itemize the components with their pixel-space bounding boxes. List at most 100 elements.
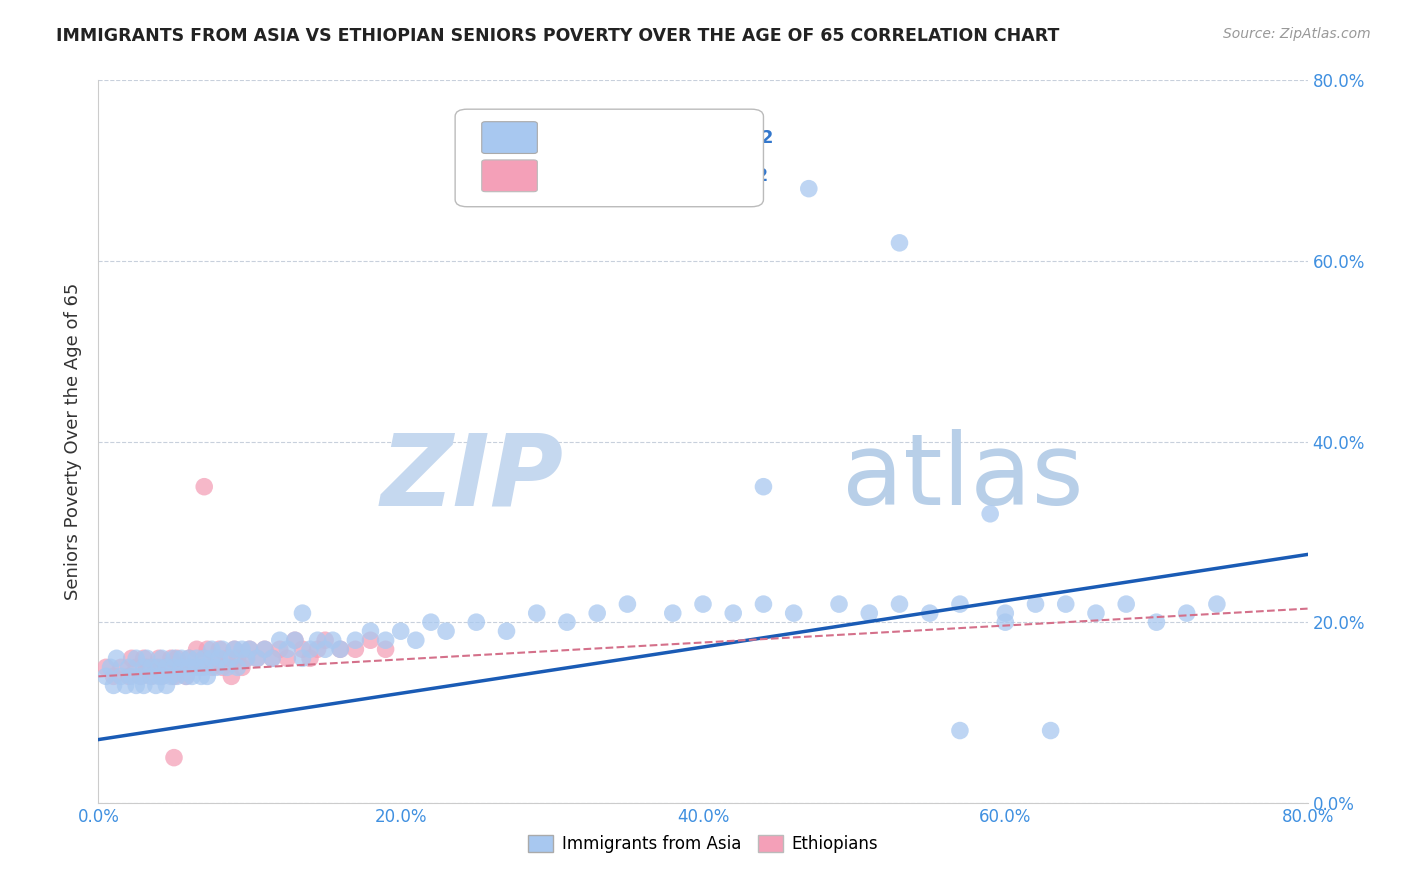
Point xyxy=(105,651,128,665)
Point xyxy=(979,507,1001,521)
Point xyxy=(889,235,911,250)
Point xyxy=(148,669,170,683)
FancyBboxPatch shape xyxy=(482,160,537,192)
Point xyxy=(190,660,212,674)
Point xyxy=(163,651,186,665)
Point xyxy=(141,669,163,683)
Point xyxy=(155,678,177,692)
Point xyxy=(1206,597,1229,611)
Point xyxy=(291,642,314,657)
Point xyxy=(495,624,517,639)
Point xyxy=(135,651,157,665)
Text: R =: R = xyxy=(550,167,589,185)
Point xyxy=(174,669,197,683)
Point xyxy=(181,669,204,683)
Point xyxy=(150,669,173,683)
Point xyxy=(434,624,457,639)
Point xyxy=(179,651,201,665)
Point xyxy=(125,660,148,674)
Point xyxy=(231,642,253,657)
Point xyxy=(163,660,186,674)
Point xyxy=(145,678,167,692)
Point xyxy=(783,606,806,620)
Point xyxy=(160,651,183,665)
Point xyxy=(586,606,609,620)
Point xyxy=(94,669,117,683)
Point xyxy=(201,651,224,665)
Point xyxy=(307,642,329,657)
Point xyxy=(374,642,396,657)
Point xyxy=(526,606,548,620)
Point xyxy=(118,669,141,683)
Point xyxy=(752,480,775,494)
Point xyxy=(125,678,148,692)
Point xyxy=(195,669,218,683)
Point xyxy=(949,597,972,611)
Point xyxy=(132,678,155,692)
Point xyxy=(344,642,367,657)
Point xyxy=(797,182,820,196)
Point xyxy=(201,660,224,674)
Point xyxy=(465,615,488,630)
Point xyxy=(145,660,167,674)
Point xyxy=(160,669,183,683)
Point xyxy=(221,669,243,683)
Text: IMMIGRANTS FROM ASIA VS ETHIOPIAN SENIORS POVERTY OVER THE AGE OF 65 CORRELATION: IMMIGRANTS FROM ASIA VS ETHIOPIAN SENIOR… xyxy=(56,27,1060,45)
Point xyxy=(181,660,204,674)
Point xyxy=(195,642,218,657)
Text: N =: N = xyxy=(682,167,723,185)
Point xyxy=(155,660,177,674)
Point xyxy=(374,633,396,648)
Point xyxy=(170,660,193,674)
Point xyxy=(174,669,197,683)
FancyBboxPatch shape xyxy=(482,121,537,153)
Point xyxy=(555,615,578,630)
Point xyxy=(949,723,972,738)
Point xyxy=(148,660,170,674)
Point xyxy=(215,651,238,665)
Point xyxy=(94,660,117,674)
Point xyxy=(166,669,188,683)
Point xyxy=(125,651,148,665)
Point xyxy=(150,669,173,683)
Point xyxy=(148,651,170,665)
Point xyxy=(193,651,215,665)
Y-axis label: Seniors Poverty Over the Age of 65: Seniors Poverty Over the Age of 65 xyxy=(65,283,83,600)
Point xyxy=(235,651,257,665)
Point xyxy=(269,633,291,648)
Point xyxy=(329,642,352,657)
Point xyxy=(239,642,262,657)
Point xyxy=(269,642,291,657)
Text: N =: N = xyxy=(682,128,723,146)
Text: Source: ZipAtlas.com: Source: ZipAtlas.com xyxy=(1223,27,1371,41)
Point xyxy=(389,624,412,639)
Point xyxy=(118,660,141,674)
Point xyxy=(208,651,231,665)
Text: 0.397: 0.397 xyxy=(603,128,661,146)
Point xyxy=(661,606,683,620)
Point xyxy=(262,651,284,665)
Legend: Immigrants from Asia, Ethiopians: Immigrants from Asia, Ethiopians xyxy=(522,828,884,860)
Point xyxy=(201,642,224,657)
Point xyxy=(246,651,269,665)
Point xyxy=(135,660,157,674)
Point xyxy=(314,633,336,648)
Text: 52: 52 xyxy=(737,167,768,185)
Point xyxy=(110,669,132,683)
Point xyxy=(103,669,125,683)
Point xyxy=(208,642,231,657)
Point xyxy=(163,669,186,683)
Point xyxy=(150,651,173,665)
Point xyxy=(284,633,307,648)
Point xyxy=(193,480,215,494)
Point xyxy=(114,678,136,692)
Point xyxy=(889,597,911,611)
Point xyxy=(828,597,851,611)
Point xyxy=(170,651,193,665)
Point xyxy=(226,651,249,665)
FancyBboxPatch shape xyxy=(456,109,763,207)
Point xyxy=(211,642,233,657)
Point xyxy=(193,651,215,665)
Text: 0.106: 0.106 xyxy=(603,167,661,185)
Point xyxy=(299,642,322,657)
